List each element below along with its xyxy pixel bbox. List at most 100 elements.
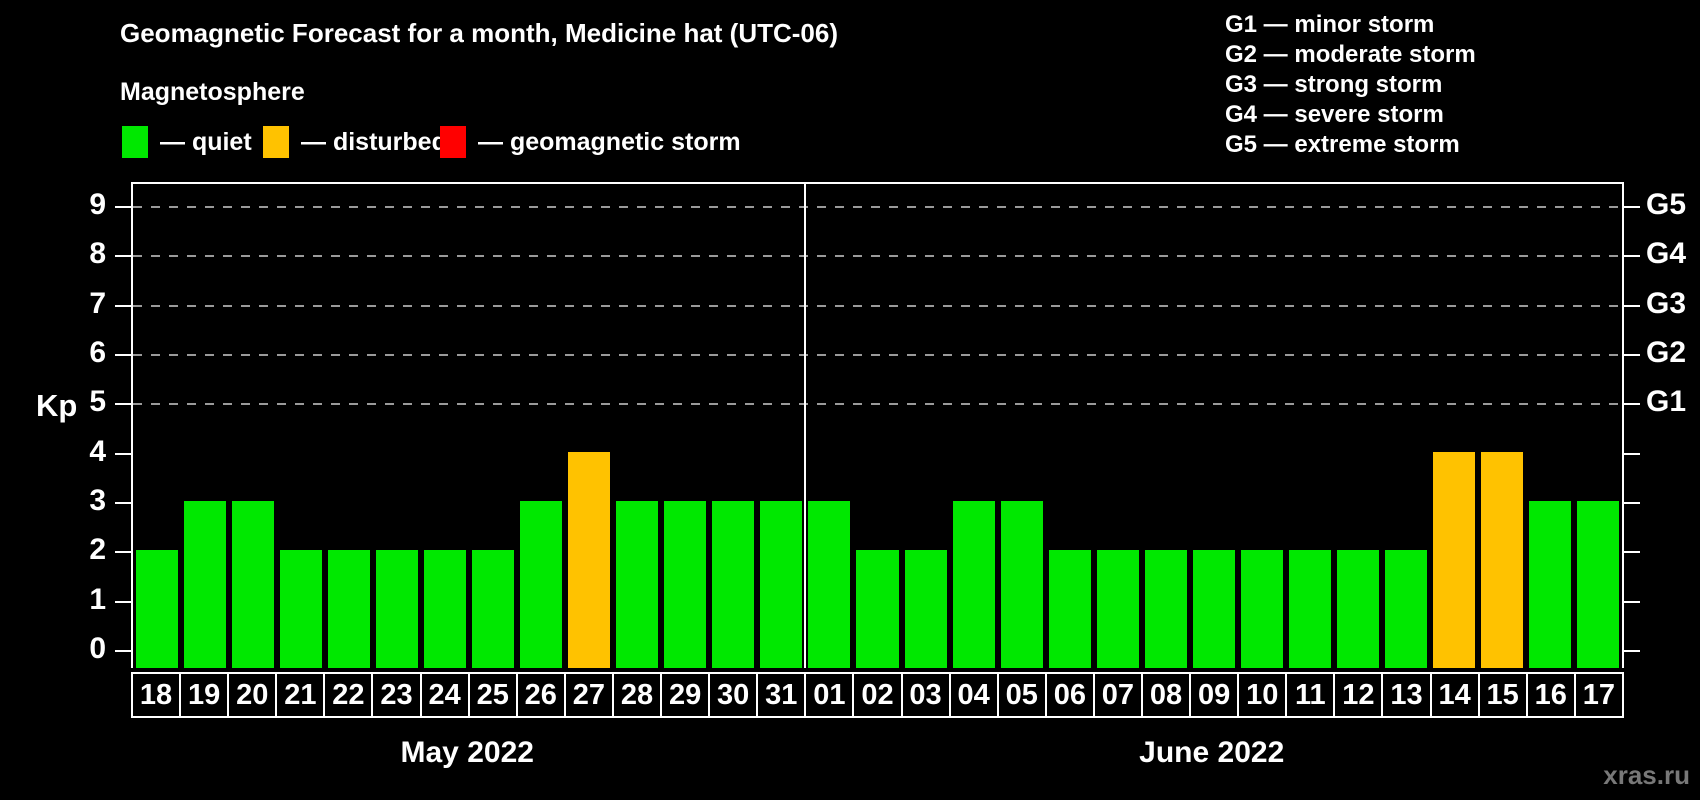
y-tick-label: 2 — [89, 533, 106, 567]
date-cell: 24 — [419, 674, 468, 716]
legend-label-storm: — geomagnetic storm — [478, 127, 741, 156]
date-cell: 09 — [1189, 674, 1237, 716]
kp-bar — [1000, 501, 1043, 668]
y-axis-tick — [1624, 600, 1640, 603]
y-axis-tick — [115, 255, 131, 258]
y-axis-tick — [115, 600, 131, 603]
y-tick-label: 3 — [89, 484, 106, 517]
kp-bar — [232, 501, 275, 668]
kp-bar — [1144, 550, 1187, 668]
y-axis-tick — [115, 304, 131, 307]
kp-bar — [1048, 550, 1091, 668]
g-scale-legend: G1 — minor storm G2 — moderate storm G3 … — [1225, 10, 1476, 160]
month-separator-line — [804, 184, 807, 668]
date-cell: 06 — [1044, 674, 1093, 716]
kp-bar — [1576, 501, 1619, 668]
kp-bar — [376, 550, 419, 668]
date-cell: 28 — [611, 674, 660, 716]
gridline-kp5 — [133, 403, 1622, 406]
kp-bar — [328, 550, 371, 668]
legend-item-storm: — geomagnetic storm — [440, 124, 741, 160]
kp-bar — [1096, 550, 1139, 668]
kp-bar — [712, 501, 755, 668]
g-axis-label-g1: G1 — [1646, 385, 1687, 419]
g-scale-item-g2: G2 — moderate storm — [1225, 41, 1476, 68]
plot-area — [115, 182, 1640, 668]
date-cell: 18 — [139, 678, 173, 711]
date-cell: 30 — [708, 674, 756, 716]
kp-bar — [1336, 550, 1379, 668]
kp-bar — [568, 451, 611, 668]
y-axis-tick — [1624, 452, 1640, 455]
date-cell: 23 — [371, 674, 419, 716]
kp-bar — [280, 550, 323, 668]
y-axis-tick — [1624, 304, 1640, 307]
kp-bar — [808, 501, 851, 668]
date-row: 18 19 20 21 22 23 24 25 26 27 28 29 30 31 01 02 03 04 05 06… — [131, 672, 1624, 718]
y-tick-label: 0 — [89, 632, 106, 665]
date-cell: 14 — [1429, 674, 1478, 716]
y-axis-tick — [115, 502, 131, 504]
y-axis-tick — [1624, 403, 1640, 406]
date-cell: 08 — [1140, 674, 1189, 716]
y-tick-label: 5 — [89, 385, 106, 419]
kp-bar — [664, 501, 707, 668]
kp-bar — [616, 501, 659, 668]
date-cell: 01 — [804, 674, 852, 716]
legend-color-storm — [440, 126, 466, 158]
y-axis-tick — [1624, 255, 1640, 258]
date-cell: 31 — [756, 674, 804, 716]
g-scale-item-g5: G5 — extreme storm — [1225, 131, 1460, 158]
y-tick-label: 9 — [89, 188, 106, 222]
kp-bar — [1480, 451, 1523, 668]
kp-bar — [904, 550, 947, 668]
date-cell: 16 — [1525, 674, 1574, 716]
kp-bar — [1288, 550, 1331, 668]
gridline-kp9 — [133, 206, 1622, 209]
date-cell: 13 — [1381, 674, 1429, 716]
y-axis-tick — [115, 206, 131, 209]
kp-bar — [424, 550, 467, 668]
legend-item-disturbed: — disturbed — [263, 124, 447, 160]
kp-bar — [1384, 550, 1427, 668]
date-cell: 02 — [852, 674, 900, 716]
kp-bar — [136, 550, 179, 668]
y-axis-tick — [115, 403, 131, 406]
magnetosphere-label: Magnetosphere — [120, 78, 305, 106]
date-cell: 17 — [1573, 674, 1622, 716]
date-cell: 12 — [1333, 674, 1381, 716]
date-cell: 10 — [1237, 674, 1285, 716]
date-cell: 19 — [179, 674, 227, 716]
legend-label-disturbed: — disturbed — [301, 127, 447, 156]
legend-color-quiet — [122, 126, 148, 158]
g-axis-label-g2: G2 — [1646, 336, 1687, 370]
legend-label-quiet: — quiet — [160, 127, 252, 156]
kp-bar — [520, 501, 563, 668]
y-tick-label: 1 — [89, 582, 106, 616]
date-cell: 11 — [1285, 674, 1333, 716]
y-axis-tick — [1624, 206, 1640, 209]
legend-color-disturbed — [263, 126, 289, 158]
kp-bar — [472, 550, 515, 668]
y-axis-tick — [1624, 551, 1640, 554]
y-axis-tick — [115, 650, 131, 652]
y-tick-label: 8 — [89, 237, 106, 271]
gridline-kp8 — [133, 255, 1622, 258]
y-tick-label: 4 — [89, 434, 106, 468]
date-cell: 15 — [1477, 674, 1526, 716]
date-cell: 04 — [948, 674, 997, 716]
kp-bar — [952, 501, 995, 668]
date-cell: 20 — [227, 674, 275, 716]
watermark: xras.ru — [1603, 760, 1690, 790]
y-axis-tick — [1624, 650, 1640, 652]
month-label-may: May 2022 — [400, 736, 534, 769]
y-axis-tick — [115, 354, 131, 357]
g-axis-label-g5: G5 — [1646, 188, 1687, 222]
date-cell: 29 — [660, 674, 708, 716]
gridline-kp7 — [133, 304, 1622, 307]
g-axis-label-g4: G4 — [1646, 237, 1687, 271]
chart-title: Geomagnetic Forecast for a month, Medici… — [120, 18, 838, 48]
month-label-june: June 2022 — [1139, 736, 1285, 769]
kp-bar — [1528, 501, 1571, 668]
